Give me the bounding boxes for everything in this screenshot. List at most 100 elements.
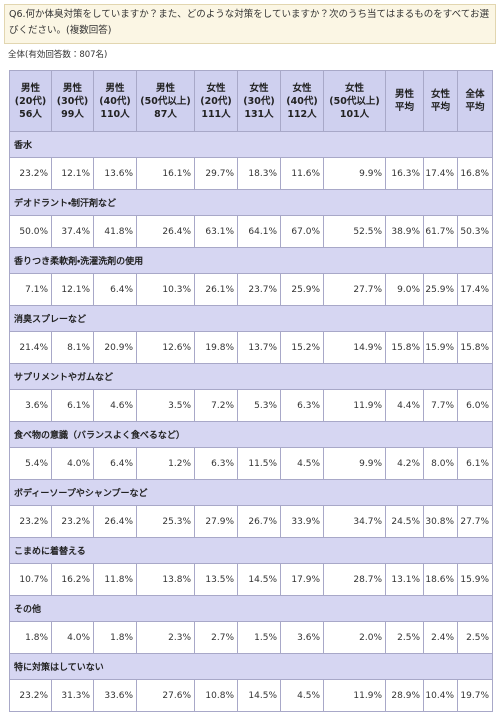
row-label: 食べ物の意識（バランスよく食べるなど） [9,421,493,448]
value-cell: 2.5% [457,621,493,654]
value-cell: 11.5% [237,447,281,480]
header-line: 女性 [344,82,364,94]
value-cell: 8.0% [423,447,458,480]
value-row: 21.4% 8.1% 20.9% 12.6% 19.8% 13.7% 15.2% 14.9% 1… [9,331,493,364]
header-cell: 女性 (40代) 112人 [280,70,324,132]
value-cell: 6.0% [457,389,493,422]
value-row: 10.7% 16.2% 11.8% 13.8% 13.5% 14.5% 17.9% 28.7%… [9,563,493,596]
value-cell: 18.3% [237,157,281,190]
value-cell: 2.4% [423,621,458,654]
header-line: 112人 [287,108,317,120]
value-cell: 11.9% [323,679,386,712]
value-cell: 2.0% [323,621,386,654]
header-cell: 全体 平均 [457,70,493,132]
value-cell: 10.4% [423,679,458,712]
value-cell: 4.0% [51,447,94,480]
header-line: 男性 [394,89,414,100]
header-line: 女性 [430,89,450,100]
header-line: 平均 [430,102,450,113]
header-line: 男性 [155,82,175,94]
value-cell: 9.9% [323,447,386,480]
value-cell: 1.5% [237,621,281,654]
value-row: 3.6% 6.1% 4.6% 3.5% 7.2% 5.3% 6.3% 11.9% 4.4% 7.7… [9,389,493,422]
value-cell: 37.4% [51,215,94,248]
value-cell: 23.2% [9,679,52,712]
value-cell: 25.9% [423,273,458,306]
value-cell: 23.2% [51,505,94,538]
value-cell: 5.3% [237,389,281,422]
value-cell: 15.2% [280,331,324,364]
header-line: 女性 [249,82,269,94]
value-cell: 19.7% [457,679,493,712]
value-cell: 17.4% [457,273,493,306]
label-row: 消臭スプレーなど [9,305,493,332]
label-row: 食べ物の意識（バランスよく食べるなど） [9,421,493,448]
value-cell: 4.4% [385,389,424,422]
header-line: 女性 [206,82,226,94]
value-cell: 6.1% [51,389,94,422]
header-line: (30代) [56,95,89,107]
value-row: 23.2% 23.2% 26.4% 25.3% 27.9% 26.7% 33.9% 34.7%… [9,505,493,538]
value-cell: 15.8% [457,331,493,364]
value-cell: 15.8% [385,331,424,364]
value-cell: 67.0% [280,215,324,248]
value-cell: 28.7% [323,563,386,596]
value-cell: 14.5% [237,679,281,712]
value-cell: 61.7% [423,215,458,248]
value-cell: 7.7% [423,389,458,422]
value-cell: 18.6% [423,563,458,596]
value-row: 7.1% 12.1% 6.4% 10.3% 26.1% 23.7% 25.9% 27.7% 9.… [9,273,493,306]
value-cell: 26.1% [194,273,238,306]
header-line: (40代) [286,95,318,107]
value-cell: 25.3% [136,505,195,538]
value-cell: 23.2% [9,505,52,538]
value-row: 50.0% 37.4% 41.8% 26.4% 63.1% 64.1% 67.0% 52.5%… [9,215,493,248]
label-row: ボディーソープやシャンプーなど [9,479,493,506]
value-cell: 50.3% [457,215,493,248]
value-cell: 4.0% [51,621,94,654]
value-cell: 7.1% [9,273,52,306]
header-line: 全体 [465,89,485,100]
value-cell: 12.1% [51,157,94,190]
value-cell: 27.7% [323,273,386,306]
label-row: 特に対策はしていない [9,653,493,680]
value-cell: 4.6% [93,389,137,422]
value-cell: 15.9% [423,331,458,364]
label-row: 香りつき柔軟剤・洗濯洗剤の使用 [9,247,493,274]
label-row: こまめに着替える [9,537,493,564]
header-line: 111人 [201,108,231,120]
label-row: デオドラント・制汗剤など [9,189,493,216]
row-label: こまめに着替える [9,537,493,564]
value-cell: 17.4% [423,157,458,190]
row-label: サプリメントやガムなど [9,363,493,390]
value-cell: 14.5% [237,563,281,596]
header-line: 101人 [339,108,370,120]
value-cell: 13.5% [194,563,238,596]
subtitle: 全体(有効回答数：807名) [8,50,108,60]
value-cell: 10.7% [9,563,52,596]
value-cell: 13.1% [385,563,424,596]
row-label: ボディーソープやシャンプーなど [9,479,493,506]
header-line: (20代) [14,95,47,107]
value-cell: 3.6% [280,621,324,654]
value-cell: 30.8% [423,505,458,538]
value-cell: 6.1% [457,447,493,480]
value-cell: 21.4% [9,331,52,364]
value-cell: 11.6% [280,157,324,190]
header-line: 女性 [292,82,312,94]
header-cell: 男性 (50代以上) 87人 [136,70,195,132]
header-line: 男性 [105,82,125,94]
value-cell: 16.3% [385,157,424,190]
value-cell: 13.6% [93,157,137,190]
value-cell: 26.4% [93,505,137,538]
value-cell: 9.0% [385,273,424,306]
value-cell: 27.7% [457,505,493,538]
header-row: 男性 (20代) 56人 男性 (30代) 99人 男性 (40代) 110人 男性 (50代以上)… [9,70,493,132]
value-cell: 50.0% [9,215,52,248]
value-cell: 7.2% [194,389,238,422]
value-cell: 33.6% [93,679,137,712]
value-cell: 52.5% [323,215,386,248]
header-line: 131人 [244,108,274,120]
